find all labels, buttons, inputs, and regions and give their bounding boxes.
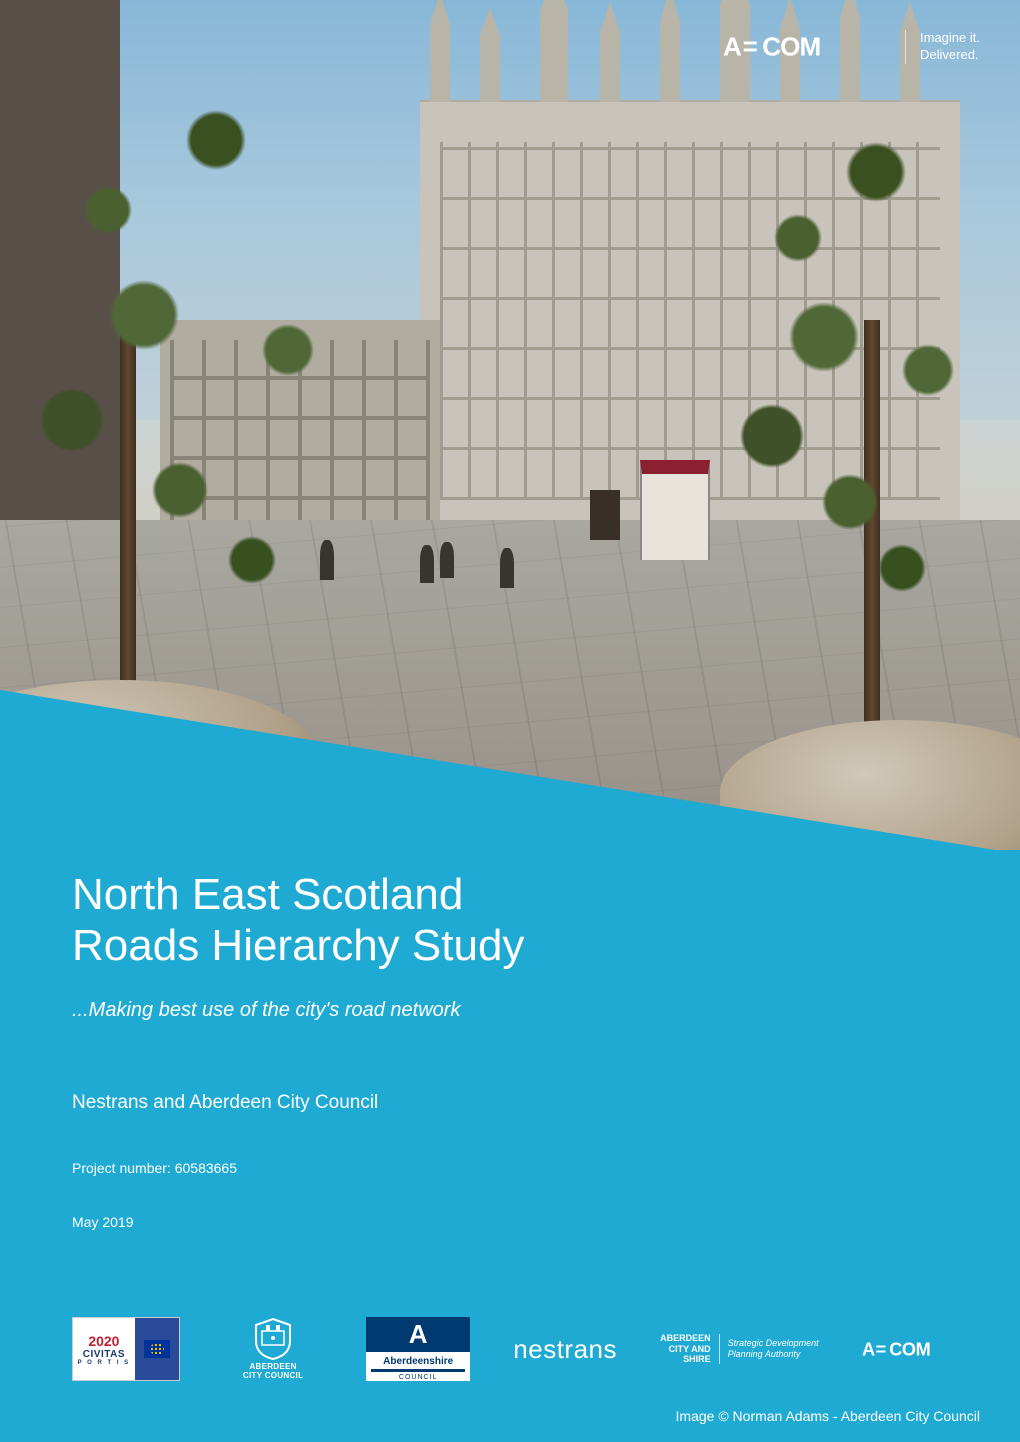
- acs-l2: CITY AND: [660, 1344, 711, 1355]
- svg-text:=: =: [743, 33, 758, 61]
- document-title: North East Scotland Roads Hierarchy Stud…: [72, 870, 948, 971]
- spa-l1: Strategic Development: [728, 1338, 819, 1349]
- project-value: 60583665: [175, 1160, 237, 1176]
- svg-text:A: A: [723, 33, 742, 61]
- pedestrian: [500, 548, 514, 588]
- civitas-year: 2020: [88, 1333, 119, 1349]
- civitas-name: CIVITAS: [83, 1349, 125, 1360]
- title-line1: North East Scotland: [72, 870, 948, 921]
- tree-foliage: [0, 0, 360, 700]
- pedestrian: [440, 542, 454, 578]
- aecom-footer-logo: A = COM: [862, 1339, 980, 1359]
- tagline-line2: Delivered.: [920, 47, 980, 64]
- aberdeen-city-council-logo: ABERDEEN CITY COUNCIL: [223, 1314, 323, 1384]
- document-date: May 2019: [72, 1214, 948, 1230]
- image-credit: Image © Norman Adams - Aberdeen City Cou…: [676, 1408, 980, 1424]
- aberdeenshire-mark: A: [366, 1317, 470, 1352]
- acs-spa-logo: ABERDEEN CITY AND SHIRE Strategic Develo…: [660, 1333, 819, 1365]
- acs-l1: ABERDEEN: [660, 1333, 711, 1344]
- svg-text:COM: COM: [889, 1339, 930, 1359]
- aecom-logo-icon: A = COM: [723, 33, 891, 61]
- aberdeenshire-logo: A Aberdeenshire COUNCIL: [366, 1317, 470, 1381]
- civitas-sub: P O R T I S: [78, 1360, 131, 1366]
- partner-logo-strip: 2020 CIVITAS P O R T I S ABERDEEN CITY C…: [72, 1314, 980, 1384]
- svg-text:=: =: [875, 1339, 885, 1359]
- acc-line2: CITY COUNCIL: [243, 1372, 303, 1381]
- nestrans-logo: nestrans: [513, 1334, 617, 1365]
- project-number: Project number: 60583665: [72, 1160, 948, 1176]
- hero-photo: [0, 0, 1020, 840]
- aberdeenshire-name: Aberdeenshire: [371, 1352, 465, 1372]
- client-name: Nestrans and Aberdeen City Council: [72, 1092, 948, 1114]
- acc-crest-icon: [248, 1317, 298, 1361]
- title-line2: Roads Hierarchy Study: [72, 921, 948, 972]
- svg-text:COM: COM: [762, 33, 820, 61]
- tree-foliage: [720, 40, 980, 700]
- header-logo: A = COM Imagine it. Delivered.: [723, 30, 980, 64]
- acs-l3: SHIRE: [660, 1354, 711, 1365]
- cover-content: North East Scotland Roads Hierarchy Stud…: [72, 870, 948, 1230]
- statue: [590, 490, 620, 540]
- spa-l2: Planning Authority: [728, 1349, 819, 1360]
- divider-icon: [719, 1334, 720, 1364]
- pedestrian: [420, 545, 434, 583]
- aberdeenshire-sub: COUNCIL: [399, 1372, 438, 1381]
- eu-flag-icon: [144, 1340, 170, 1358]
- info-board: [640, 460, 710, 560]
- aecom-logo-icon: A = COM: [862, 1339, 980, 1359]
- tagline-line1: Imagine it.: [920, 30, 980, 47]
- header-tagline: Imagine it. Delivered.: [905, 30, 980, 64]
- civitas-logo: 2020 CIVITAS P O R T I S: [72, 1317, 180, 1381]
- document-subtitle: ...Making best use of the city's road ne…: [72, 999, 948, 1022]
- svg-text:A: A: [862, 1339, 875, 1359]
- project-label: Project number:: [72, 1160, 171, 1176]
